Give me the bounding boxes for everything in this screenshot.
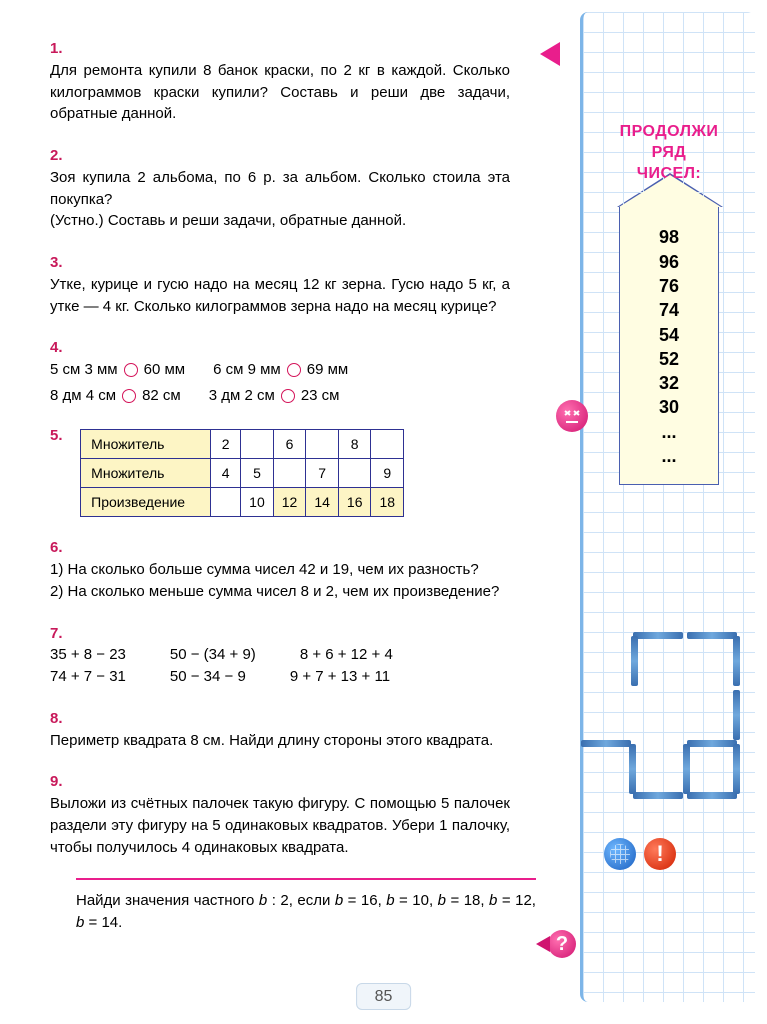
seq-num: 54 bbox=[620, 323, 718, 347]
seq-num: 32 bbox=[620, 371, 718, 395]
pink-face-badge-icon bbox=[556, 400, 588, 432]
table-header: Произведение bbox=[81, 488, 211, 517]
triangle-marker-icon bbox=[540, 42, 560, 66]
compare-circle bbox=[124, 363, 138, 377]
seq-num: ... bbox=[620, 444, 718, 468]
multiplication-table: Множитель 2 6 8 Множитель 4 5 7 9 bbox=[80, 429, 404, 518]
problem-number: 7. bbox=[50, 623, 76, 645]
problem-2: 2. Зоя купила 2 альбома, по 6 р. за альб… bbox=[50, 145, 540, 232]
seq-num: 30 bbox=[620, 395, 718, 419]
problem-text: Для ремонта купили 8 банок краски, по 2 … bbox=[50, 60, 510, 125]
compare-circle bbox=[281, 389, 295, 403]
problem-number: 5. bbox=[50, 425, 76, 447]
problem-number: 3. bbox=[50, 252, 76, 274]
problem-number: 6. bbox=[50, 537, 76, 559]
problem-number: 4. bbox=[50, 337, 76, 359]
problem-number: 1. bbox=[50, 38, 76, 60]
table-header: Множитель bbox=[81, 429, 211, 458]
seq-num: 76 bbox=[620, 274, 718, 298]
problem-9: 9. Выложи из счётных палочек такую фигур… bbox=[50, 771, 540, 858]
page-number: 85 bbox=[356, 983, 412, 1010]
exclamation-badge-icon: ! bbox=[644, 838, 676, 870]
page-footer: 85 bbox=[356, 988, 412, 1006]
footer-task: Найди значения частного b : 2, если b = … bbox=[76, 890, 536, 934]
problem-text: Утке, курице и гусю надо на месяц 12 кг … bbox=[50, 274, 510, 318]
matchstick-figure bbox=[603, 632, 743, 812]
problem-7: 7. 35 + 8 − 23 50 − (34 + 9) 8 + 6 + 12 … bbox=[50, 623, 540, 688]
seq-num: 98 bbox=[620, 225, 718, 249]
number-sequence-box: 98 96 76 74 54 52 32 30 ... ... bbox=[619, 206, 719, 485]
problem-1: 1. Для ремонта купили 8 банок краски, по… bbox=[50, 38, 540, 125]
question-badge-icon: ? bbox=[548, 930, 576, 958]
problem-8: 8. Периметр квадрата 8 см. Найди длину с… bbox=[50, 708, 540, 752]
compare-circle bbox=[122, 389, 136, 403]
seq-num: ... bbox=[620, 420, 718, 444]
problem-3: 3. Утке, курице и гусю надо на месяц 12 … bbox=[50, 252, 540, 317]
problem-5: 5. Множитель 2 6 8 Множитель 4 5 7 bbox=[50, 425, 540, 518]
problem-text: Зоя купила 2 альбома, по 6 р. за альбом.… bbox=[50, 167, 510, 232]
problem-number: 9. bbox=[50, 771, 76, 793]
seq-num: 52 bbox=[620, 347, 718, 371]
problem-4: 4. 5 см 3 мм60 мм 6 см 9 мм69 мм 8 дм 4 … bbox=[50, 337, 540, 410]
problem-number: 2. bbox=[50, 145, 76, 167]
seq-num: 96 bbox=[620, 250, 718, 274]
table-header: Множитель bbox=[81, 458, 211, 487]
problem-number: 8. bbox=[50, 708, 76, 730]
grid-badge-icon bbox=[604, 838, 636, 870]
seq-num: 74 bbox=[620, 298, 718, 322]
problem-6: 6. 1) На сколько больше сумма чисел 42 и… bbox=[50, 537, 540, 602]
divider bbox=[76, 878, 536, 880]
compare-circle bbox=[287, 363, 301, 377]
